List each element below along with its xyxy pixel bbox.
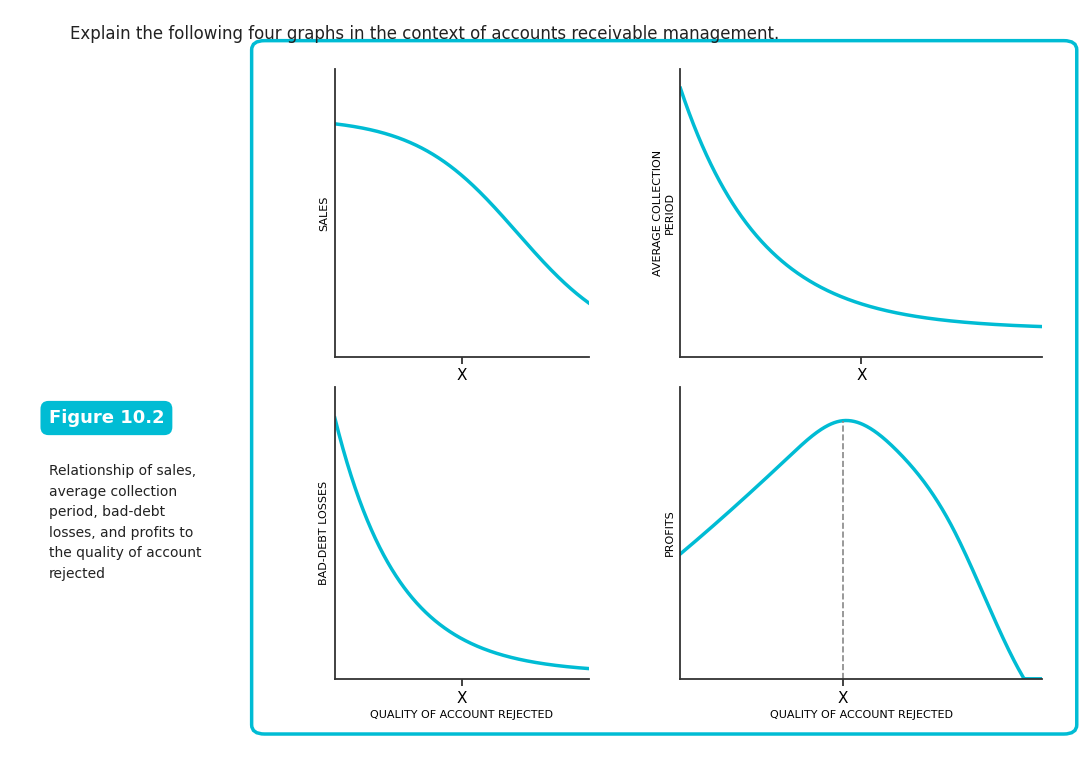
Y-axis label: BAD-DEBT LOSSES: BAD-DEBT LOSSES xyxy=(320,481,329,585)
X-axis label: QUALITY OF ACCOUNT REJECTED: QUALITY OF ACCOUNT REJECTED xyxy=(370,709,553,719)
Y-axis label: PROFITS: PROFITS xyxy=(665,510,675,556)
Text: Figure 10.2: Figure 10.2 xyxy=(49,409,164,427)
X-axis label: QUALITY OF ACCOUNT REJECTED: QUALITY OF ACCOUNT REJECTED xyxy=(770,387,953,397)
Y-axis label: AVERAGE COLLECTION
PERIOD: AVERAGE COLLECTION PERIOD xyxy=(653,150,675,276)
Text: Relationship of sales,
average collection
period, bad-debt
losses, and profits t: Relationship of sales, average collectio… xyxy=(49,464,201,581)
Y-axis label: SALES: SALES xyxy=(320,195,329,231)
X-axis label: QUALITY OF ACCOUNT REJECTED: QUALITY OF ACCOUNT REJECTED xyxy=(370,387,553,397)
Text: Explain the following four graphs in the context of accounts receivable manageme: Explain the following four graphs in the… xyxy=(70,25,780,42)
X-axis label: QUALITY OF ACCOUNT REJECTED: QUALITY OF ACCOUNT REJECTED xyxy=(770,709,953,719)
